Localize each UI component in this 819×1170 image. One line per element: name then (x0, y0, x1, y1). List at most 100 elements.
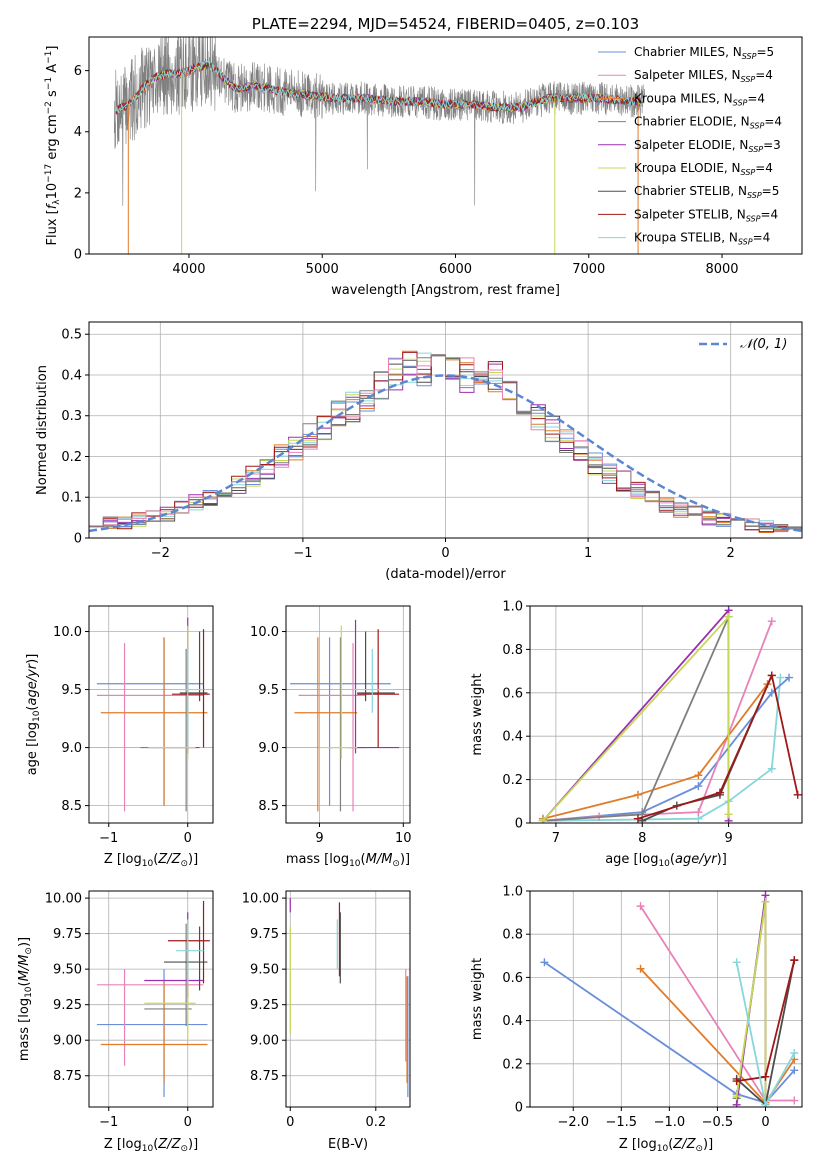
x-tick-label: 0 (286, 1115, 294, 1130)
data-point (761, 897, 770, 906)
y-tick-label: 10.00 (242, 892, 279, 907)
x-tick-label: −1 (99, 831, 118, 846)
y-tick-label: 0.8 (502, 928, 523, 943)
y-tick-label: 0.2 (502, 773, 523, 788)
y-tick-label: 9.50 (250, 963, 279, 978)
y-tick-label: 9.50 (53, 963, 82, 978)
axes-frame (88, 890, 214, 1108)
data-point (767, 671, 776, 680)
axes-frame (88, 36, 803, 255)
y-tick-label: 10.0 (250, 625, 279, 640)
errorbar-marker (148, 617, 200, 754)
y-axis-label: Flux [fλ10−17 erg cm−2 s−1 A−1] (44, 46, 62, 246)
axes-mass_vs_Z: −1 0 8.75 9.00 9.25 9.50 9.75 10.00 Z [log10(Z/Z… (17, 890, 214, 1154)
errorbar-marker (167, 900, 210, 984)
y-tick-label: 0.8 (502, 643, 523, 658)
y-tick-label: 4 (74, 125, 82, 140)
data-point (633, 814, 642, 823)
y-tick-label: 0.4 (502, 730, 523, 745)
data-point (785, 673, 794, 682)
data-point (724, 810, 733, 819)
data-point (761, 1100, 770, 1107)
errorbar-marker (164, 926, 208, 991)
x-tick-label: 7000 (572, 262, 605, 277)
y-tick-label: 10.00 (45, 892, 82, 907)
data-point (732, 958, 741, 967)
errorbar-marker (144, 923, 192, 1026)
y-tick-label: 0.6 (502, 686, 523, 701)
x-tick-label: 9 (724, 831, 732, 846)
plot-area-mass_vs_Z (96, 900, 210, 1098)
data-point (694, 782, 703, 791)
x-axis-label: wavelength [Angstrom, rest frame] (331, 283, 560, 298)
data-point (694, 771, 703, 780)
y-axis-label: mass weight (470, 958, 485, 1040)
axes-frame (529, 605, 803, 824)
data-point (540, 958, 549, 967)
y-tick-label: 6 (74, 64, 82, 79)
y-tick-label: 9.5 (258, 683, 279, 698)
data-point (732, 1077, 741, 1086)
y-tick-label: 9.0 (258, 741, 279, 756)
y-tick-label: 9.75 (53, 927, 82, 942)
y-tick-label: 1.0 (502, 885, 523, 900)
data-point (767, 688, 776, 697)
data-point (790, 1096, 799, 1105)
x-axis-label: Z [log10(Z/Z⊙)] (619, 1137, 713, 1154)
data-point (732, 1092, 741, 1101)
data-point (636, 902, 645, 911)
y-tick-label: 0.2 (61, 450, 82, 465)
errorbar-marker (175, 919, 204, 984)
axes-frame (529, 890, 803, 1108)
y-tick-label: 0.5 (61, 328, 82, 343)
y-tick-label: 10.0 (53, 625, 82, 640)
errorbar-marker (96, 969, 208, 1098)
y-tick-label: 0 (515, 1101, 523, 1116)
x-tick-label: −1 (99, 1115, 118, 1130)
series-line (637, 672, 799, 820)
data-point (790, 1066, 799, 1075)
model-spectrum (115, 61, 644, 113)
model-spectrum (115, 63, 644, 116)
x-tick-label: 9 (315, 831, 323, 846)
y-tick-label: 2 (74, 186, 82, 201)
data-point (724, 612, 733, 621)
x-axis-label: mass [log10(M/M⊙)] (286, 852, 410, 869)
data-point (633, 790, 642, 799)
y-tick-label: 0.2 (502, 1057, 523, 1072)
legend-label: Chabrier ELODIE, NSSP=4 (634, 115, 782, 131)
x-axis-label: age [log10(age/yr)] (605, 852, 727, 869)
y-tick-label: 0.6 (502, 971, 523, 986)
data-point (694, 808, 703, 817)
data-point (761, 1072, 770, 1081)
x-tick-label: −1 (293, 546, 312, 561)
plot-area-age_vs_mass (290, 619, 400, 812)
x-tick-label: −2.0 (557, 1115, 589, 1130)
model-spectrum (115, 60, 644, 113)
axes-age_vs_mass: 9 10 8.5 9.0 9.5 10.0 mass [log10(M/M⊙)] (250, 605, 412, 869)
axes-mass_vs_ebv: 0 0.2 8.75 9.00 9.25 9.50 9.75 10.00 E(B-V) (242, 890, 411, 1152)
y-tick-label: 8.75 (250, 1069, 279, 1084)
errorbar-marker (357, 631, 395, 702)
axes-residuals: −2 −1 0 1 2 0 0.1 0.2 0.3 0.4 0.5 (data-model)/erro… (35, 321, 803, 582)
data-point (538, 816, 547, 823)
x-tick-label: 5000 (306, 262, 339, 277)
legend: Chabrier MILES, NSSP=5 Salpeter MILES, NS… (598, 45, 782, 247)
legend-label: Kroupa ELODIE, NSSP=4 (634, 161, 773, 177)
x-axis-label: E(B-V) (328, 1137, 368, 1152)
y-axis-label: mass [log10(M/M⊙)] (17, 937, 34, 1061)
x-tick-label: 10 (395, 831, 412, 846)
x-axis-label: Z [log10(Z/Z⊙)] (104, 1137, 198, 1154)
data-point (636, 964, 645, 973)
series-line (641, 675, 773, 822)
y-tick-label: 9.00 (250, 1034, 279, 1049)
errorbar-marker (357, 629, 400, 748)
errorbar-marker (298, 643, 366, 812)
y-tick-label: 1.0 (502, 600, 523, 615)
plot-area-age_vs_Z (96, 617, 210, 812)
x-tick-label: 1 (584, 546, 592, 561)
data-point (793, 790, 802, 799)
legend-label: 𝒩(0, 1) (740, 337, 787, 352)
series-line (542, 614, 730, 822)
